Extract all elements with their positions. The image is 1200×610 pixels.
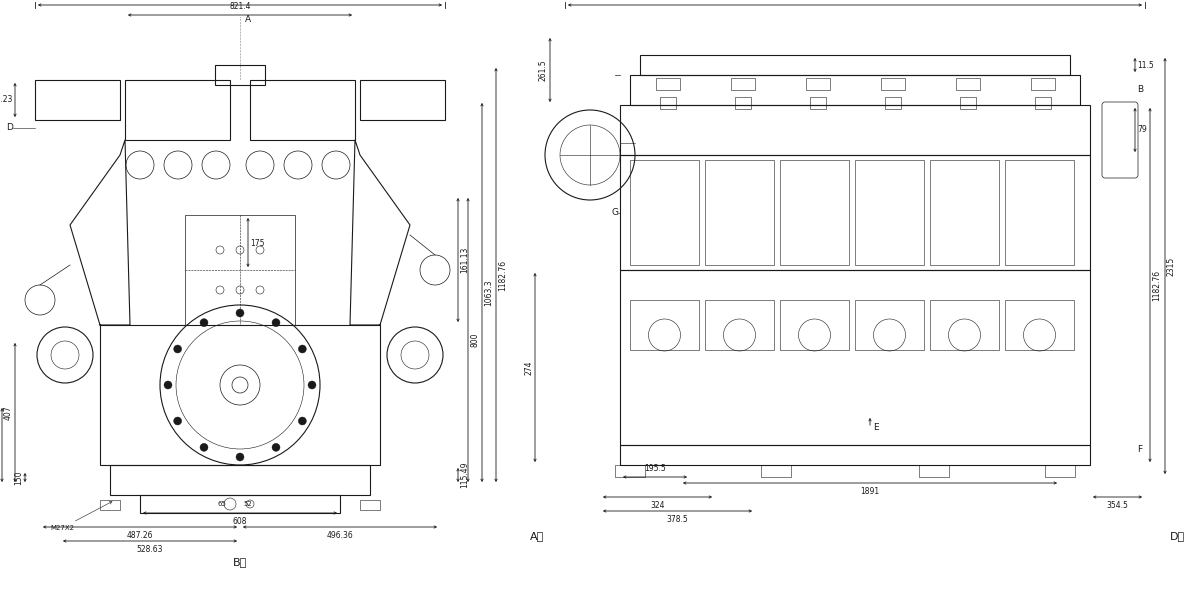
Bar — [881, 78, 905, 90]
Text: 800: 800 — [470, 332, 479, 347]
Bar — [810, 97, 826, 109]
Circle shape — [174, 417, 181, 425]
Text: 324: 324 — [650, 501, 665, 510]
Text: 2315: 2315 — [1166, 256, 1176, 276]
Text: 608: 608 — [233, 517, 247, 526]
Bar — [731, 78, 755, 90]
Text: E: E — [874, 423, 878, 432]
Text: B: B — [1138, 85, 1144, 95]
Bar — [125, 80, 230, 140]
Text: A向: A向 — [530, 531, 545, 541]
Bar — [215, 65, 265, 85]
Bar — [140, 495, 340, 513]
Text: 407: 407 — [4, 405, 13, 420]
Circle shape — [236, 309, 244, 317]
Bar — [630, 160, 698, 265]
Bar — [110, 465, 370, 495]
Text: M27X2: M27X2 — [50, 501, 112, 531]
Bar — [1031, 78, 1055, 90]
Bar — [185, 215, 295, 325]
Bar — [930, 300, 998, 350]
Bar — [630, 75, 1080, 105]
Bar — [780, 160, 850, 265]
Text: 65: 65 — [217, 501, 227, 507]
Text: 1980: 1980 — [230, 0, 250, 1]
Bar — [640, 55, 1070, 75]
Text: 378.5: 378.5 — [667, 515, 689, 524]
Bar — [100, 325, 380, 465]
Text: 1182.76: 1182.76 — [1152, 270, 1162, 301]
Bar — [955, 78, 979, 90]
Bar — [1045, 465, 1075, 477]
Bar — [660, 97, 676, 109]
Text: B向: B向 — [233, 557, 247, 567]
Circle shape — [299, 417, 306, 425]
Text: 161.13: 161.13 — [460, 247, 469, 273]
Text: 11.5: 11.5 — [1138, 60, 1153, 70]
Text: D: D — [6, 123, 13, 132]
Circle shape — [272, 443, 280, 451]
Circle shape — [174, 345, 181, 353]
Bar — [854, 300, 924, 350]
Text: 487.26: 487.26 — [127, 531, 154, 540]
Circle shape — [308, 381, 316, 389]
Text: 195.5: 195.5 — [644, 464, 666, 473]
Text: 274: 274 — [524, 361, 533, 375]
Text: D向: D向 — [1170, 531, 1186, 541]
Bar — [100, 500, 120, 510]
Bar — [250, 80, 355, 140]
Bar — [620, 445, 1090, 465]
Bar — [1006, 160, 1074, 265]
Circle shape — [200, 443, 208, 451]
Bar — [620, 105, 1090, 155]
Bar — [620, 155, 1090, 270]
Bar — [761, 465, 791, 477]
Bar — [706, 300, 774, 350]
Bar — [1006, 300, 1074, 350]
Bar — [884, 97, 900, 109]
Circle shape — [272, 318, 280, 326]
Text: 1063.3: 1063.3 — [484, 279, 493, 306]
Text: 821.4: 821.4 — [229, 2, 251, 11]
Text: 175: 175 — [250, 239, 264, 248]
Bar — [960, 97, 976, 109]
Bar — [35, 80, 120, 120]
Bar — [919, 465, 949, 477]
Bar — [616, 465, 646, 477]
Text: 150: 150 — [14, 470, 23, 485]
Text: A: A — [245, 15, 251, 24]
Circle shape — [236, 453, 244, 461]
Bar — [630, 300, 698, 350]
Text: 261.5: 261.5 — [538, 59, 547, 81]
Text: 1182.76: 1182.76 — [498, 259, 508, 290]
Text: 2950: 2950 — [845, 0, 865, 1]
Text: G: G — [611, 208, 618, 217]
Text: 1891: 1891 — [860, 487, 880, 496]
Bar — [734, 97, 750, 109]
Circle shape — [200, 318, 208, 326]
Circle shape — [299, 345, 306, 353]
Text: 171.23: 171.23 — [0, 96, 13, 104]
Bar — [854, 160, 924, 265]
Bar — [1034, 97, 1050, 109]
Text: 79: 79 — [1138, 126, 1147, 134]
Bar — [805, 78, 829, 90]
Bar — [706, 160, 774, 265]
Text: 496.36: 496.36 — [326, 531, 353, 540]
Text: 52: 52 — [244, 501, 252, 507]
Bar — [930, 160, 998, 265]
Bar — [655, 78, 679, 90]
Circle shape — [164, 381, 172, 389]
Text: 115.49: 115.49 — [460, 462, 469, 488]
Text: 528.63: 528.63 — [137, 545, 163, 554]
Bar — [360, 500, 380, 510]
Bar — [360, 80, 445, 120]
Bar — [620, 270, 1090, 445]
Text: 354.5: 354.5 — [1106, 501, 1128, 510]
Text: F: F — [1138, 445, 1142, 454]
Bar — [780, 300, 850, 350]
